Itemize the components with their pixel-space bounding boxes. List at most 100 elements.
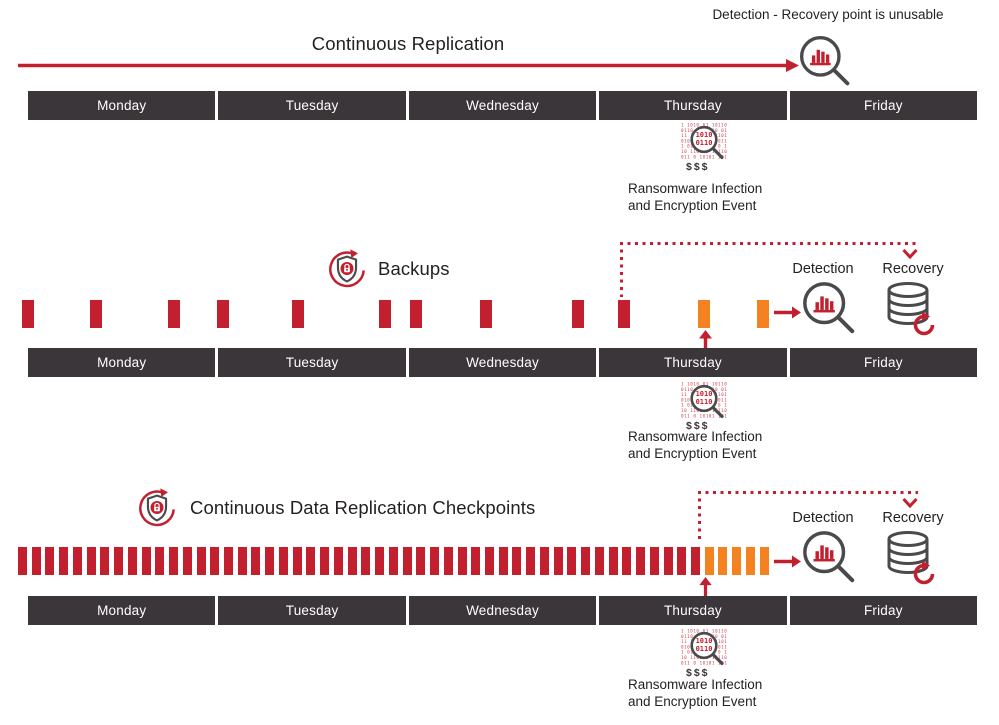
backup-point xyxy=(410,300,422,328)
checkpoint xyxy=(690,547,700,575)
checkpoint xyxy=(608,547,618,575)
detection-label-1: Detection xyxy=(792,261,854,277)
day-segment-thursday: Thursday xyxy=(599,348,787,377)
checkpoint xyxy=(512,547,522,575)
backup-point xyxy=(480,300,492,328)
checkpoint xyxy=(594,547,604,575)
svg-text:1 1010 01 10110: 1 1010 01 10110 xyxy=(681,629,727,635)
backup-point xyxy=(618,300,630,328)
checkpoint xyxy=(471,547,481,575)
day-segment-wednesday: Wednesday xyxy=(408,348,597,377)
checkpoint xyxy=(306,547,316,575)
ransomware-event-label-2: Ransomware Infection and Encryption Even… xyxy=(628,429,763,461)
checkpoint xyxy=(292,547,302,575)
checkpoint xyxy=(361,547,371,575)
day-segment-monday: Monday xyxy=(28,91,216,120)
backup-point xyxy=(217,300,229,328)
backup-point xyxy=(379,300,391,328)
checkpoint xyxy=(182,547,192,575)
checkpoint xyxy=(622,547,632,575)
checkpoint xyxy=(196,547,206,575)
checkpoint xyxy=(114,547,124,575)
to-detection-arrow-2 xyxy=(774,553,801,570)
checkpoint xyxy=(581,547,591,575)
checkpoint xyxy=(347,547,357,575)
checkpoint xyxy=(18,547,27,575)
checkpoint xyxy=(72,547,82,575)
continuous-replication-title: Continuous Replication xyxy=(311,33,505,54)
svg-text:0110: 0110 xyxy=(696,645,713,653)
checkpoint xyxy=(443,547,453,575)
checkpoint xyxy=(251,547,261,575)
recovery-database-icon-1 xyxy=(884,281,938,337)
dollars-label: $$$ xyxy=(686,161,710,173)
checkpoint xyxy=(59,547,69,575)
day-segment-tuesday: Tuesday xyxy=(218,91,406,120)
svg-text:0110: 0110 xyxy=(696,139,713,147)
checkpoint xyxy=(498,547,508,575)
dollars-label: $$$ xyxy=(686,420,710,432)
to-detection-arrow-1 xyxy=(774,304,801,321)
checkpoint-shield-icon xyxy=(136,487,178,529)
checkpoint-infected xyxy=(745,547,755,575)
svg-text:011 0 10101 101: 011 0 10101 101 xyxy=(681,413,727,419)
recovery-label-2: Recovery xyxy=(882,510,944,526)
recovery-path-arrowhead-2 xyxy=(902,498,918,508)
recovery-path-arrowhead-1 xyxy=(902,249,918,259)
checkpoint xyxy=(31,547,41,575)
checkpoint xyxy=(484,547,494,575)
backups-title: Backups xyxy=(378,258,450,279)
checkpoint xyxy=(677,547,687,575)
svg-text:1 1010 01 10110: 1 1010 01 10110 xyxy=(681,382,727,388)
checkpoint xyxy=(169,547,179,575)
day-segment-friday: Friday xyxy=(789,596,978,625)
checkpoint xyxy=(320,547,330,575)
ransomware-event-label-3: Ransomware Infection and Encryption Even… xyxy=(628,677,763,709)
checkpoint xyxy=(553,547,563,575)
day-segment-tuesday: Tuesday xyxy=(218,348,406,377)
checkpoints-title: Continuous Data Replication Checkpoints xyxy=(190,497,536,518)
day-segment-thursday: Thursday xyxy=(599,596,787,625)
checkpoint xyxy=(402,547,412,575)
backup-point-infected xyxy=(698,300,710,328)
backup-point-infected xyxy=(757,300,769,328)
checkpoint-infected xyxy=(759,547,769,575)
checkpoint xyxy=(663,547,673,575)
checkpoint xyxy=(567,547,577,575)
checkpoint-points-row xyxy=(18,547,769,575)
recovery-path-horizontal-1 xyxy=(620,242,918,245)
recovery-database-icon-2 xyxy=(884,530,938,586)
checkpoint xyxy=(636,547,646,575)
checkpoint xyxy=(224,547,234,575)
detection-magnifier-icon-2 xyxy=(800,528,858,586)
checkpoint xyxy=(430,547,440,575)
detection-label-2: Detection xyxy=(792,510,854,526)
day-segment-friday: Friday xyxy=(789,348,978,377)
checkpoint xyxy=(155,547,165,575)
recovery-path-vertical-1 xyxy=(620,242,623,297)
checkpoint-infected xyxy=(732,547,742,575)
dollars-label: $$$ xyxy=(686,667,710,679)
checkpoint xyxy=(45,547,55,575)
backup-points-row xyxy=(0,300,999,328)
checkpoint-infected xyxy=(718,547,728,575)
day-segment-tuesday: Tuesday xyxy=(218,596,406,625)
checkpoint xyxy=(265,547,275,575)
day-segment-monday: Monday xyxy=(28,348,216,377)
checkpoint-infected xyxy=(704,547,714,575)
detection-unusable-note: Detection - Recovery point is unusable xyxy=(712,7,944,22)
svg-text:1010: 1010 xyxy=(696,637,713,645)
replication-timeline-arrow xyxy=(18,59,799,72)
checkpoint xyxy=(333,547,343,575)
recovery-label-1: Recovery xyxy=(882,261,944,277)
svg-text:0110: 0110 xyxy=(696,398,713,406)
checkpoint xyxy=(526,547,536,575)
backup-shield-icon xyxy=(326,248,368,290)
svg-text:1010: 1010 xyxy=(696,131,713,139)
